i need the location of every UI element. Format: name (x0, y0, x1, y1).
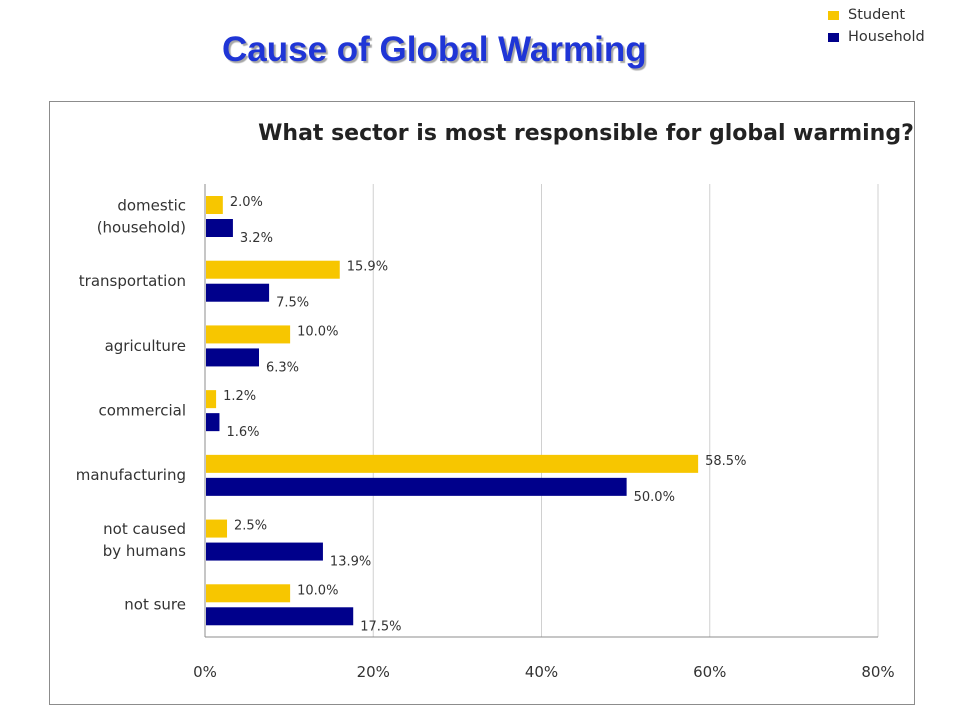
bar-household (206, 348, 259, 367)
data-label: 13.9% (330, 555, 371, 570)
legend-item-student: Student (828, 4, 925, 26)
legend: Student Household (828, 4, 925, 48)
chart-title: What sector is most responsible for glob… (258, 121, 914, 146)
category-label: commercial (99, 402, 187, 420)
category-label: manufacturing (76, 466, 186, 484)
data-label: 6.3% (266, 360, 299, 375)
bar-chart: What sector is most responsible for glob… (76, 121, 914, 681)
legend-swatch-student (828, 10, 839, 20)
x-tick-label: 20% (357, 663, 390, 681)
bar-student (206, 325, 291, 344)
category-label: by humans (103, 542, 186, 560)
x-tick-label: 0% (193, 663, 217, 681)
data-label: 7.5% (276, 296, 309, 311)
bar-student (206, 390, 217, 409)
category-label: agriculture (105, 337, 186, 355)
category-label: domestic (117, 196, 186, 214)
bar-student (206, 454, 699, 473)
category-label: not sure (124, 596, 186, 614)
legend-swatch-household (828, 32, 839, 42)
bar-household (206, 607, 354, 626)
data-label: 10.0% (297, 324, 338, 339)
bar-household (206, 477, 627, 496)
category-label: transportation (79, 272, 186, 290)
bar-student (206, 196, 223, 214)
category-label: not caused (103, 520, 186, 538)
x-tick-label: 40% (525, 663, 558, 681)
bar-student (206, 584, 291, 603)
category-label: (household) (97, 218, 186, 236)
bar-household (206, 283, 270, 302)
legend-label-student: Student (848, 7, 906, 23)
data-label: 58.5% (705, 454, 746, 469)
bar-student (206, 519, 228, 538)
data-label: 17.5% (360, 619, 401, 634)
data-label: 10.0% (297, 583, 338, 598)
bar-student (206, 260, 340, 279)
chart-frame: What sector is most responsible for glob… (49, 101, 915, 705)
x-tick-label: 80% (861, 663, 894, 681)
slide-title: Cause of Global Warming (222, 30, 647, 69)
data-label: 15.9% (347, 260, 388, 275)
data-label: 50.0% (634, 490, 675, 505)
data-label: 2.5% (234, 519, 267, 534)
legend-item-household: Household (828, 26, 925, 48)
bar-household (206, 542, 323, 561)
data-label: 1.6% (226, 425, 259, 440)
legend-label-household: Household (848, 29, 925, 45)
bar-household (206, 219, 233, 237)
bar-household (206, 413, 220, 432)
x-tick-label: 60% (693, 663, 726, 681)
data-label: 1.2% (223, 389, 256, 404)
data-label: 3.2% (240, 231, 273, 246)
data-label: 2.0% (230, 195, 263, 210)
